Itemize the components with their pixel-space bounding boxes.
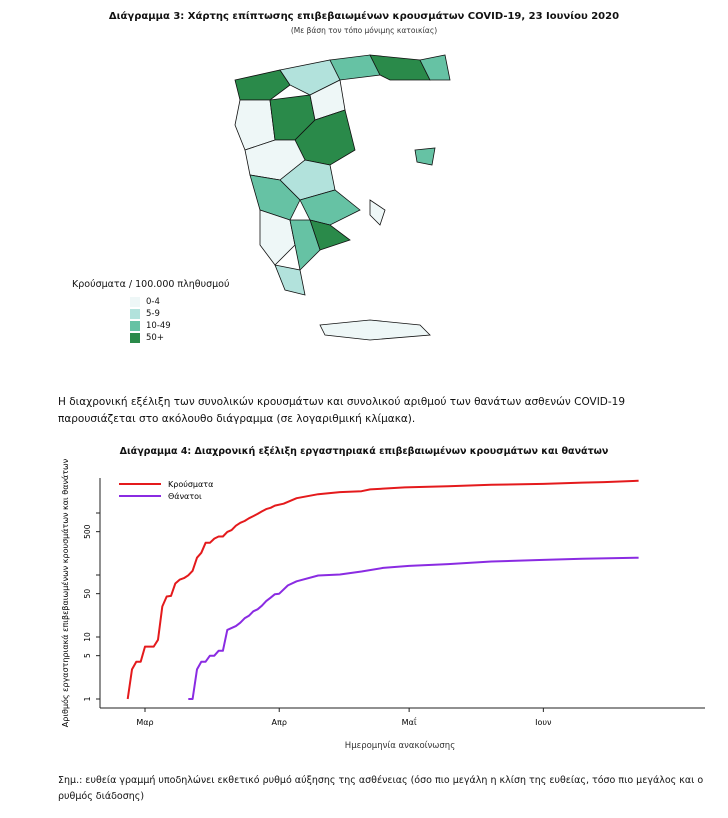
legend-label: 0-4 — [146, 296, 160, 307]
y-tick-label: 1 — [83, 696, 92, 701]
map-title: Διάγραμμα 3: Χάρτης επίπτωσης επιβεβαιωμ… — [108, 11, 620, 22]
chart-note: Σημ.: ευθεία γραμμή υποδηλώνει εκθετικό … — [58, 775, 704, 802]
map-legend-item: 0-4 — [130, 296, 160, 307]
map-legend-item: 5-9 — [130, 308, 160, 319]
chart-title: Διάγραμμα 4: Διαχρονική εξέλιξη εργαστηρ… — [119, 446, 609, 457]
y-axis-label: Αριθμός εργαστηριακά επιβεβαιωμένων κρου… — [60, 458, 70, 727]
map-subtitle: (Με βάση τον τόπο μόνιμης κατοικίας) — [290, 26, 438, 35]
x-tick-label: Ιουν — [535, 718, 552, 727]
x-tick-label: Μαρ — [136, 718, 153, 727]
map-region — [414, 147, 436, 166]
y-tick-label: 5 — [83, 653, 92, 658]
y-tick-label: 50 — [83, 589, 92, 599]
map-region — [369, 54, 431, 81]
map-region — [274, 264, 306, 296]
body-paragraph: Η διαχρονική εξέλιξη των συνολικών κρουσ… — [58, 396, 626, 425]
map-legend-item: 10-49 — [130, 320, 171, 331]
map-legend-title: Κρούσματα / 100.000 πληθυσμού — [72, 279, 230, 290]
x-tick-label: Απρ — [272, 718, 287, 727]
legend-label: 10-49 — [146, 320, 171, 331]
x-tick-label: Μαΐ — [402, 716, 417, 727]
legend-label: 5-9 — [146, 308, 160, 319]
map-legend-item: 50+ — [130, 332, 164, 343]
legend-swatch — [130, 308, 140, 319]
map-region — [289, 219, 321, 271]
y-tick-label: 500 — [83, 524, 92, 539]
legend-label-cases: Κρούσματα — [168, 479, 213, 489]
legend-label-deaths: Θάνατοι — [168, 492, 202, 501]
map-region — [259, 209, 296, 266]
y-tick-label: 10 — [83, 632, 92, 642]
map-region — [299, 189, 361, 226]
chart-legend: Κρούσματα Θάνατοι — [119, 479, 213, 501]
map-region — [369, 199, 386, 226]
map-region — [419, 54, 451, 81]
x-axis-label: Ημερομηνία ανακοίνωσης — [345, 741, 455, 751]
map-region — [234, 69, 291, 101]
legend-label: 50+ — [146, 332, 164, 343]
legend-swatch — [130, 332, 140, 343]
greece-map — [234, 54, 451, 341]
legend-swatch — [130, 296, 140, 307]
map-region — [249, 174, 301, 221]
legend-swatch — [130, 320, 140, 331]
map-region — [319, 319, 431, 341]
series-line-deaths — [188, 556, 639, 700]
series-line-cases — [126, 479, 639, 700]
